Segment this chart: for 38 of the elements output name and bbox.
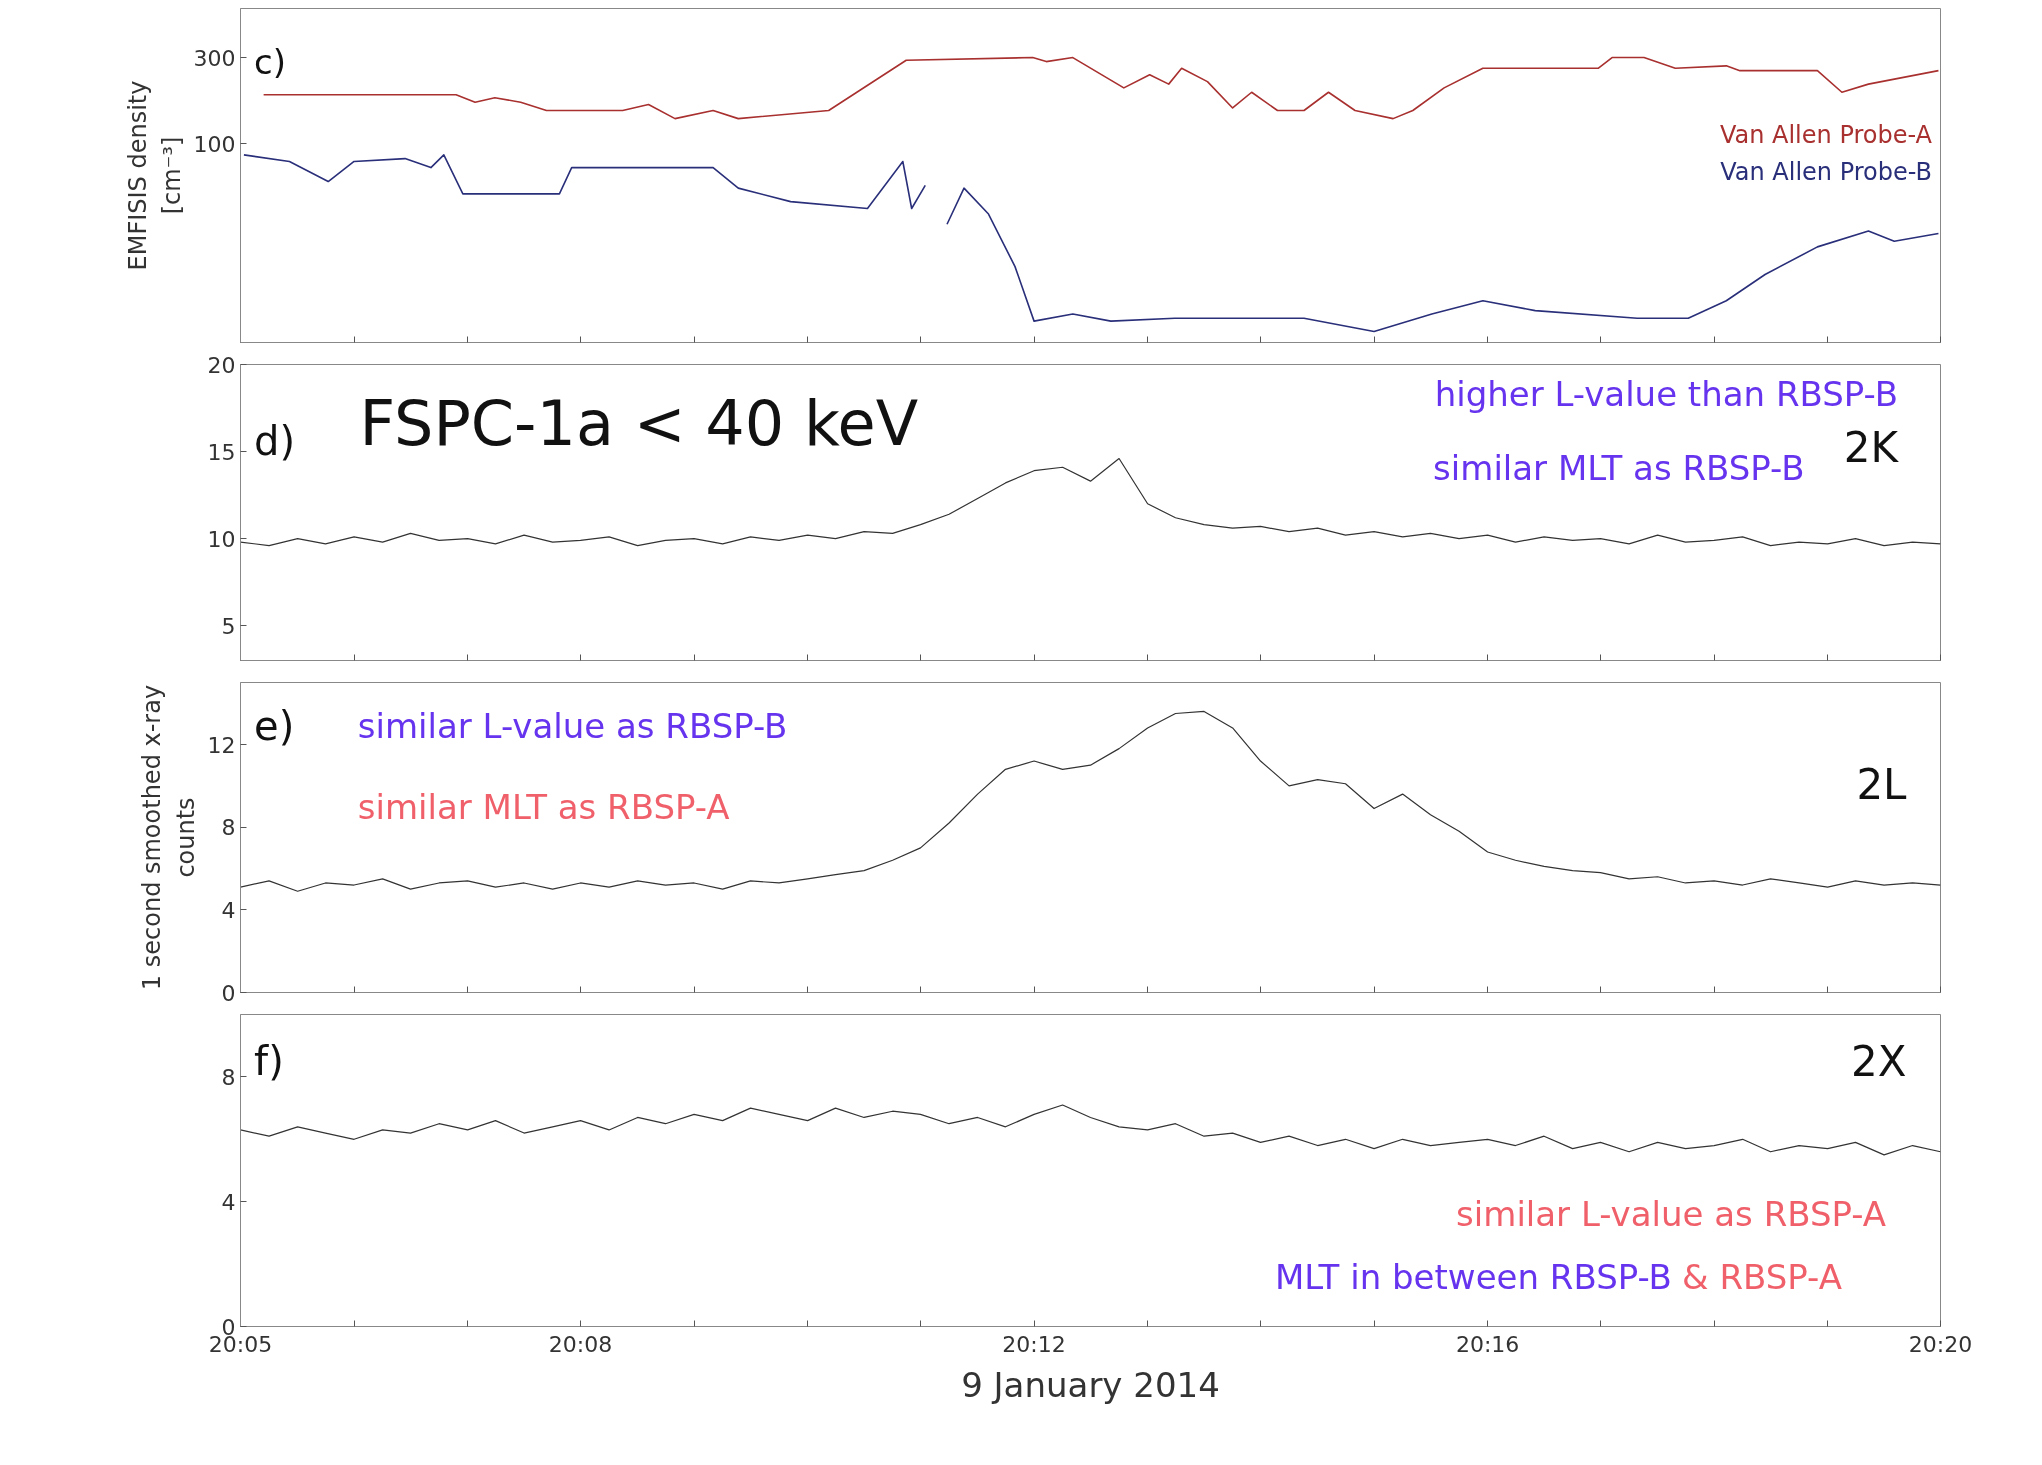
annotation: c) — [254, 41, 287, 82]
y-tick-label: 0 — [221, 980, 236, 1006]
line-series — [240, 1104, 1941, 1156]
annotation: 2X — [1851, 1036, 1907, 1086]
series-label: Van Allen Probe-B — [1720, 158, 1933, 187]
annotation: FSPC-1a < 40 keV — [359, 387, 919, 461]
y-tick-label: 5 — [221, 613, 236, 639]
series-label: Van Allen Probe-A — [1719, 121, 1933, 150]
annotation: d) — [254, 418, 296, 465]
y-tick-label: 10 — [207, 526, 236, 552]
x-tick-label: 20:12 — [1002, 1331, 1066, 1357]
y-axis-title: 1 second smoothed x-ray counts — [137, 684, 200, 991]
y-tick-label: 4 — [221, 1189, 236, 1215]
annotation: similar L-value as RBSP-A — [1456, 1194, 1887, 1235]
y-tick-label: 12 — [207, 732, 236, 758]
y-tick-label: 8 — [221, 1064, 236, 1090]
y-tick-label: 15 — [207, 439, 236, 465]
annotation: 2L — [1856, 760, 1908, 810]
annotation: higher L-value than RBSP-B — [1434, 374, 1899, 415]
y-axis-title: EMFISIS density [cm⁻³] — [123, 80, 186, 271]
x-axis-title: 9 January 2014 — [961, 1364, 1220, 1405]
y-tick-label: 100 — [193, 131, 236, 157]
x-tick-label: 20:16 — [1455, 1331, 1520, 1357]
y-tick-label: 4 — [221, 897, 236, 923]
x-tick-label: 20:20 — [1908, 1331, 1973, 1357]
annotation: similar MLT as RBSP-A — [357, 786, 730, 827]
x-tick-label: 20:08 — [548, 1331, 613, 1357]
annotation: similar L-value as RBSP-B — [357, 705, 788, 746]
y-tick-label: 300 — [193, 45, 236, 71]
annotation: MLT in between RBSP-B — [1275, 1256, 1672, 1297]
y-tick-label: 20 — [207, 352, 236, 378]
annotation: f) — [254, 1038, 284, 1085]
line-series — [240, 710, 1941, 892]
annotation: e) — [254, 702, 295, 749]
annotation: 2K — [1843, 422, 1900, 472]
annotation: & RBSP-A — [1682, 1256, 1842, 1297]
annotation: similar MLT as RBSP-B — [1433, 448, 1805, 489]
y-tick-label: 8 — [221, 815, 236, 841]
